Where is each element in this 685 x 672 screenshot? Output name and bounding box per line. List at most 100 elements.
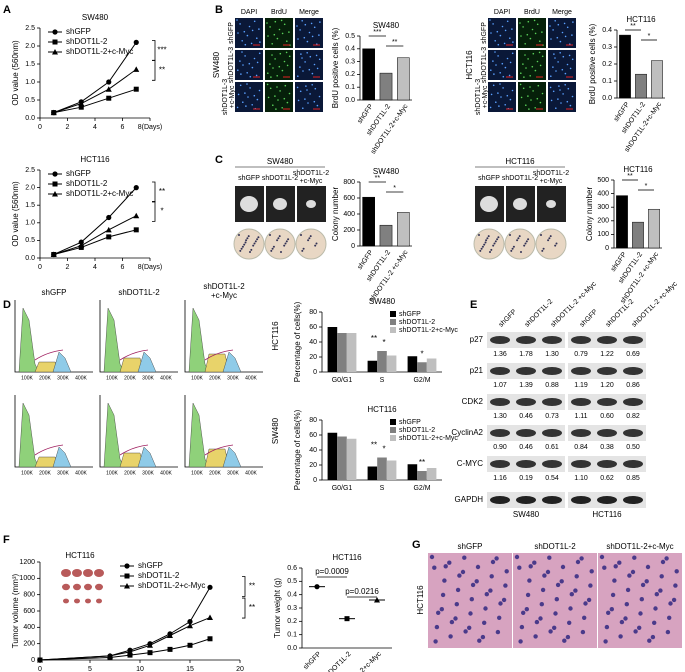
cell-dot <box>499 72 502 74</box>
tumor <box>74 598 80 604</box>
g1-peak <box>188 402 210 468</box>
cell-dot <box>276 86 278 88</box>
y-tick-label: 60 <box>309 432 317 439</box>
nucleus <box>618 634 623 639</box>
marker <box>187 619 193 625</box>
y-tick-label: 0.2 <box>345 71 355 78</box>
nucleus <box>644 579 649 584</box>
band-value: 1.78 <box>519 351 533 358</box>
colony <box>555 242 558 245</box>
nucleus <box>633 629 638 634</box>
nucleus <box>603 639 608 644</box>
band <box>597 460 617 468</box>
bracket <box>242 576 246 597</box>
nucleus <box>439 607 444 612</box>
cell-dot <box>258 28 260 30</box>
band <box>623 398 643 406</box>
nucleus <box>582 615 587 620</box>
y-tick-label: 80 <box>309 309 317 316</box>
nucleus <box>483 606 488 611</box>
bar <box>362 196 375 247</box>
nucleus <box>569 592 574 597</box>
cell-dot <box>524 54 526 56</box>
cell-line-label: SW480 <box>513 510 540 519</box>
y-axis-label: Percentage of cells(%) <box>293 301 302 382</box>
nucleus <box>528 564 533 569</box>
s-phase <box>204 448 230 468</box>
colony <box>486 237 489 240</box>
x-tick-label: 4 <box>93 124 97 131</box>
colony <box>280 251 282 253</box>
band-value: 1.16 <box>493 475 507 482</box>
x-tick-label: S <box>380 377 385 384</box>
colony <box>489 251 491 253</box>
marker <box>127 648 133 655</box>
cell-dot <box>301 57 303 59</box>
cell-line-label: SW480 <box>267 157 294 166</box>
cell-dot <box>273 33 276 36</box>
cell-dot <box>489 19 491 21</box>
cell-dot <box>239 84 242 87</box>
x-tick-label: 20 <box>236 666 244 672</box>
s-phase <box>119 357 145 373</box>
axis <box>301 568 392 649</box>
nucleus <box>468 611 473 616</box>
micrograph <box>548 50 576 80</box>
band-value: 1.11 <box>574 413 587 420</box>
g2-peak <box>137 351 157 373</box>
colony <box>252 244 255 247</box>
nucleus <box>460 569 466 575</box>
legend-label: shDOT1L-2+c-Myc <box>399 435 458 442</box>
marker <box>167 632 173 638</box>
cell-dot <box>539 40 541 42</box>
marker <box>106 214 112 221</box>
cell-dot <box>555 70 557 72</box>
band <box>490 398 510 406</box>
band-value: 0.50 <box>626 444 640 451</box>
band-value: 0.69 <box>626 351 640 358</box>
cell-dot <box>250 42 253 45</box>
nucleus <box>639 597 644 602</box>
cell-dot <box>559 89 561 91</box>
band <box>542 367 562 375</box>
x-tick-label: shDOT1L-2 <box>322 651 353 672</box>
plate <box>504 228 536 260</box>
cell-dot <box>571 58 574 61</box>
nucleus <box>567 620 572 625</box>
colony <box>301 249 304 252</box>
y-tick-label: 0.2 <box>287 618 297 625</box>
fit-curve <box>119 349 149 361</box>
x-tick-label: 200K <box>209 470 221 476</box>
band <box>542 398 562 406</box>
cell-dot <box>283 97 286 100</box>
nucleus <box>650 634 656 640</box>
nucleus <box>514 554 520 560</box>
cell-dot <box>561 31 564 34</box>
cell-dot <box>272 67 274 69</box>
cell-dot <box>316 104 319 107</box>
y-tick-label: 0.0 <box>602 95 612 102</box>
colony <box>244 241 247 244</box>
y-tick-label: 200 <box>597 218 609 225</box>
nucleus <box>671 597 677 603</box>
cell-dot <box>509 37 511 39</box>
bar <box>397 212 410 247</box>
series-line <box>39 638 211 661</box>
marker <box>133 212 140 219</box>
nucleus <box>480 634 486 640</box>
legend-swatch <box>390 427 396 433</box>
y-tick-label: 40 <box>309 447 317 454</box>
bar <box>648 208 660 249</box>
s-phase <box>204 353 230 373</box>
x-tick-label: G0/G1 <box>332 485 353 492</box>
colony <box>272 245 275 248</box>
y-tick-label: 400 <box>597 190 609 197</box>
y-tick-label: 20 <box>309 462 317 469</box>
x-tick-label: 100K <box>191 470 203 476</box>
nucleus <box>623 616 628 621</box>
panel-letter: G <box>412 539 421 551</box>
bar <box>616 195 628 249</box>
g1-peak <box>18 402 40 468</box>
cell-dot <box>569 67 572 70</box>
cell-dot <box>561 68 564 71</box>
